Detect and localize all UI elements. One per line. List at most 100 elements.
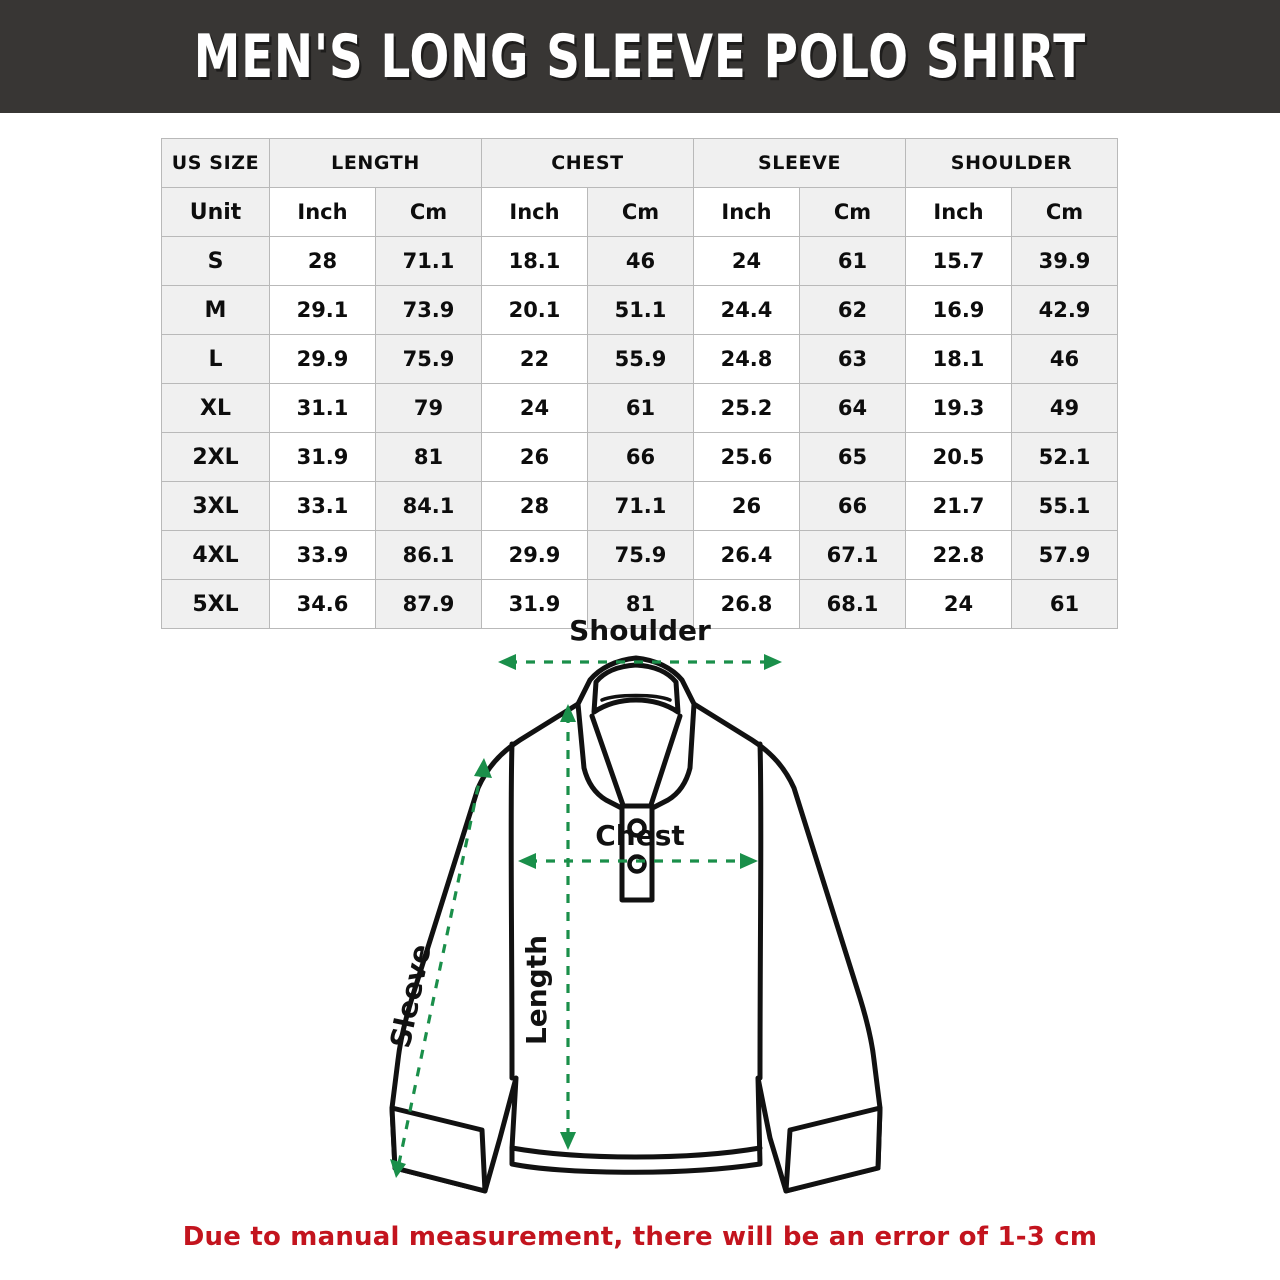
chest-label: Chest bbox=[595, 819, 685, 852]
unit-length-cm: Cm bbox=[375, 187, 482, 237]
left-armhole-seam bbox=[508, 741, 515, 1081]
cell-sleeve-inch: 24.4 bbox=[693, 285, 800, 335]
cell-length-cm: 87.9 bbox=[375, 579, 482, 629]
cell-chest-cm: 61 bbox=[587, 383, 694, 433]
length-arrow-head-top bbox=[560, 704, 576, 722]
cell-shoulder-cm: 49 bbox=[1011, 383, 1119, 433]
cell-chest-cm: 55.9 bbox=[587, 334, 694, 384]
measurement-arrows bbox=[396, 660, 772, 1169]
row-size-label: 4XL bbox=[161, 530, 270, 580]
table-row: XL 31.1 79 24 61 25.2 64 19.3 49 bbox=[161, 383, 1119, 433]
unit-shoulder-inch: Inch bbox=[905, 187, 1013, 237]
row-size-label: 2XL bbox=[161, 432, 270, 482]
sleeve-arrow-line bbox=[396, 767, 484, 1169]
polo-shirt-measurement-diagram: Shoulder Chest Sleeve Length bbox=[0, 608, 1280, 1208]
cell-shoulder-cm: 42.9 bbox=[1011, 285, 1119, 335]
group-header-us-size: US SIZE bbox=[161, 138, 270, 188]
cell-shoulder-inch: 20.5 bbox=[905, 432, 1013, 482]
cell-shoulder-cm: 55.1 bbox=[1011, 481, 1119, 531]
size-chart-table: US SIZE LENGTH CHEST SLEEVE SHOULDER Uni… bbox=[161, 138, 1119, 629]
sleeve-arrow-head-bottom bbox=[390, 1159, 406, 1178]
cell-chest-cm: 71.1 bbox=[587, 481, 694, 531]
table-row: 3XL 33.1 84.1 28 71.1 26 66 21.7 55.1 bbox=[161, 481, 1119, 531]
sleeve-arrow-head-top bbox=[474, 758, 492, 778]
cell-shoulder-inch: 22.8 bbox=[905, 530, 1013, 580]
cell-length-cm: 75.9 bbox=[375, 334, 482, 384]
group-header-length: LENGTH bbox=[269, 138, 482, 188]
cell-length-inch: 33.9 bbox=[269, 530, 376, 580]
cell-length-inch: 31.1 bbox=[269, 383, 376, 433]
cell-length-inch: 29.9 bbox=[269, 334, 376, 384]
cell-length-cm: 79 bbox=[375, 383, 482, 433]
unit-length-inch: Inch bbox=[269, 187, 376, 237]
button-bottom-icon bbox=[627, 854, 647, 874]
cell-length-cm: 84.1 bbox=[375, 481, 482, 531]
cell-chest-inch: 26 bbox=[481, 432, 588, 482]
cell-sleeve-inch: 26.8 bbox=[693, 579, 800, 629]
cell-chest-cm: 66 bbox=[587, 432, 694, 482]
cell-chest-inch: 18.1 bbox=[481, 236, 588, 286]
shoulder-arrow-head-left bbox=[498, 654, 516, 670]
cell-length-cm: 73.9 bbox=[375, 285, 482, 335]
unit-sleeve-cm: Cm bbox=[798, 187, 907, 237]
unit-chest-inch: Inch bbox=[481, 187, 588, 237]
row-size-label: 5XL bbox=[161, 579, 270, 629]
cell-shoulder-inch: 18.1 bbox=[905, 334, 1013, 384]
cell-chest-inch: 31.9 bbox=[481, 579, 588, 629]
button-top-icon bbox=[627, 818, 647, 838]
row-size-label: S bbox=[161, 236, 270, 286]
cell-sleeve-inch: 25.2 bbox=[693, 383, 800, 433]
length-arrow-head-bottom bbox=[560, 1132, 576, 1150]
cell-sleeve-cm: 66 bbox=[798, 481, 907, 531]
cell-shoulder-inch: 21.7 bbox=[905, 481, 1013, 531]
collar-band-line bbox=[600, 693, 672, 702]
cell-shoulder-inch: 24 bbox=[905, 579, 1013, 629]
cell-shoulder-inch: 19.3 bbox=[905, 383, 1013, 433]
right-cuff bbox=[783, 1105, 883, 1194]
shirt-hem-line bbox=[509, 1145, 763, 1160]
measurement-disclaimer: Due to manual measurement, there will be… bbox=[182, 1222, 1098, 1252]
length-label: Length bbox=[520, 935, 553, 1045]
cell-chest-cm: 51.1 bbox=[587, 285, 694, 335]
cell-chest-inch: 22 bbox=[481, 334, 588, 384]
cell-sleeve-inch: 25.6 bbox=[693, 432, 800, 482]
cell-shoulder-cm: 61 bbox=[1011, 579, 1119, 629]
cell-chest-inch: 20.1 bbox=[481, 285, 588, 335]
row-size-label: 3XL bbox=[161, 481, 270, 531]
group-header-sleeve: SLEEVE bbox=[692, 138, 907, 188]
shoulder-label: Shoulder bbox=[569, 614, 711, 647]
chest-arrow-head-left bbox=[518, 853, 536, 869]
cell-shoulder-cm: 46 bbox=[1011, 334, 1119, 384]
cell-sleeve-inch: 26 bbox=[693, 481, 800, 531]
group-header-shoulder: SHOULDER bbox=[905, 138, 1119, 188]
left-cuff bbox=[389, 1105, 488, 1194]
collar-band bbox=[591, 662, 681, 715]
cell-shoulder-cm: 39.9 bbox=[1011, 236, 1119, 286]
unit-sleeve-inch: Inch bbox=[693, 187, 800, 237]
cell-length-inch: 28 bbox=[269, 236, 376, 286]
page-header-band: MEN'S LONG SLEEVE POLO SHIRT bbox=[0, 0, 1280, 113]
cell-sleeve-cm: 63 bbox=[798, 334, 907, 384]
cell-length-inch: 29.1 bbox=[269, 285, 376, 335]
row-size-label: L bbox=[161, 334, 270, 384]
table-row: 4XL 33.9 86.1 29.9 75.9 26.4 67.1 22.8 5… bbox=[161, 530, 1119, 580]
cell-sleeve-inch: 24 bbox=[693, 236, 800, 286]
shoulder-arrow-head-right bbox=[764, 654, 782, 670]
right-armhole-seam bbox=[757, 741, 764, 1081]
cell-shoulder-cm: 52.1 bbox=[1011, 432, 1119, 482]
table-row: S 28 71.1 18.1 46 24 61 15.7 39.9 bbox=[161, 236, 1119, 286]
cell-shoulder-inch: 15.7 bbox=[905, 236, 1013, 286]
chest-arrow-head-right bbox=[740, 853, 758, 869]
table-row: L 29.9 75.9 22 55.9 24.8 63 18.1 46 bbox=[161, 334, 1119, 384]
cell-sleeve-cm: 61 bbox=[798, 236, 907, 286]
cell-shoulder-inch: 16.9 bbox=[905, 285, 1013, 335]
table-group-header-row: US SIZE LENGTH CHEST SLEEVE SHOULDER bbox=[161, 138, 1119, 188]
cell-length-inch: 31.9 bbox=[269, 432, 376, 482]
row-size-label: M bbox=[161, 285, 270, 335]
cell-chest-cm: 46 bbox=[587, 236, 694, 286]
page-title: MEN'S LONG SLEEVE POLO SHIRT bbox=[193, 21, 1087, 92]
cell-length-cm: 81 bbox=[375, 432, 482, 482]
cell-sleeve-cm: 67.1 bbox=[798, 530, 907, 580]
group-header-chest: CHEST bbox=[481, 138, 694, 188]
cell-length-inch: 33.1 bbox=[269, 481, 376, 531]
